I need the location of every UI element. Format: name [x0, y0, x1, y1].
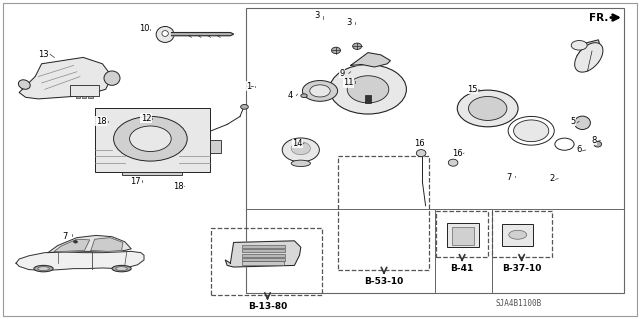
Text: 15: 15	[467, 85, 477, 94]
Text: 18: 18	[96, 117, 106, 126]
Polygon shape	[225, 241, 301, 267]
Text: FR.: FR.	[589, 12, 608, 23]
Ellipse shape	[282, 138, 319, 162]
Ellipse shape	[113, 116, 187, 161]
Text: 10: 10	[139, 24, 149, 33]
Bar	[242, 258, 285, 261]
Bar	[338, 156, 429, 270]
Text: 13: 13	[38, 50, 49, 59]
Text: 16: 16	[452, 149, 463, 158]
Bar	[436, 211, 488, 257]
Ellipse shape	[241, 104, 248, 109]
Bar	[242, 249, 285, 252]
Text: 1: 1	[246, 82, 251, 91]
Polygon shape	[351, 53, 390, 67]
Text: B-41: B-41	[451, 264, 474, 273]
Ellipse shape	[417, 150, 426, 157]
Text: 9: 9	[340, 69, 345, 78]
Text: 18: 18	[173, 182, 183, 191]
Ellipse shape	[457, 90, 518, 127]
Ellipse shape	[104, 71, 120, 85]
Polygon shape	[91, 238, 123, 251]
Ellipse shape	[162, 31, 168, 36]
Ellipse shape	[468, 96, 507, 120]
Bar	[246, 8, 624, 293]
Ellipse shape	[330, 65, 406, 114]
Ellipse shape	[513, 120, 548, 142]
Polygon shape	[54, 239, 90, 251]
Ellipse shape	[301, 94, 307, 98]
Text: 6: 6	[577, 145, 582, 154]
Text: 3: 3	[346, 18, 351, 27]
Ellipse shape	[509, 230, 527, 239]
Text: 7: 7	[506, 173, 511, 182]
Bar	[76, 96, 80, 98]
Text: B-13-80: B-13-80	[248, 302, 287, 311]
Bar	[502, 224, 533, 246]
Bar	[242, 254, 285, 257]
Ellipse shape	[575, 116, 591, 130]
Text: B-53-10: B-53-10	[364, 277, 404, 286]
Text: 11: 11	[344, 78, 354, 87]
Text: 3: 3	[314, 11, 319, 20]
Text: SJA4B1100B: SJA4B1100B	[495, 299, 541, 308]
Polygon shape	[172, 33, 234, 36]
Bar	[122, 172, 182, 175]
Ellipse shape	[572, 41, 588, 50]
Ellipse shape	[302, 81, 338, 101]
Ellipse shape	[291, 160, 310, 167]
Polygon shape	[577, 40, 602, 67]
Ellipse shape	[34, 265, 53, 272]
Bar	[82, 96, 86, 98]
Ellipse shape	[74, 241, 77, 243]
Ellipse shape	[112, 265, 131, 272]
Text: 12: 12	[141, 114, 151, 122]
Bar	[88, 96, 93, 98]
Text: 2: 2	[549, 174, 554, 183]
Text: 7: 7	[63, 232, 68, 241]
Ellipse shape	[310, 85, 330, 97]
Bar	[70, 85, 99, 96]
Ellipse shape	[594, 141, 602, 147]
Ellipse shape	[353, 43, 362, 49]
Bar	[211, 228, 322, 295]
Bar	[242, 261, 284, 265]
Ellipse shape	[347, 76, 389, 103]
Ellipse shape	[448, 159, 458, 166]
Text: 4: 4	[287, 91, 292, 100]
Ellipse shape	[156, 26, 174, 42]
Text: 17: 17	[131, 177, 141, 186]
Ellipse shape	[38, 267, 49, 271]
Ellipse shape	[19, 80, 30, 89]
Bar	[492, 211, 552, 257]
Ellipse shape	[291, 142, 310, 155]
Ellipse shape	[129, 126, 172, 152]
Ellipse shape	[332, 47, 340, 54]
Bar	[210, 140, 221, 153]
Ellipse shape	[575, 43, 603, 72]
Text: 16: 16	[414, 139, 424, 148]
Bar	[452, 227, 474, 245]
Ellipse shape	[116, 267, 127, 271]
Bar	[95, 108, 210, 172]
Text: 5: 5	[570, 117, 575, 126]
Text: 14: 14	[292, 139, 303, 148]
Text: 8: 8	[591, 136, 596, 145]
Polygon shape	[19, 57, 112, 99]
Polygon shape	[48, 235, 131, 253]
Polygon shape	[16, 251, 144, 271]
Bar	[365, 95, 371, 103]
Bar	[447, 223, 479, 247]
Bar	[242, 245, 285, 248]
Text: B-37-10: B-37-10	[502, 264, 541, 273]
